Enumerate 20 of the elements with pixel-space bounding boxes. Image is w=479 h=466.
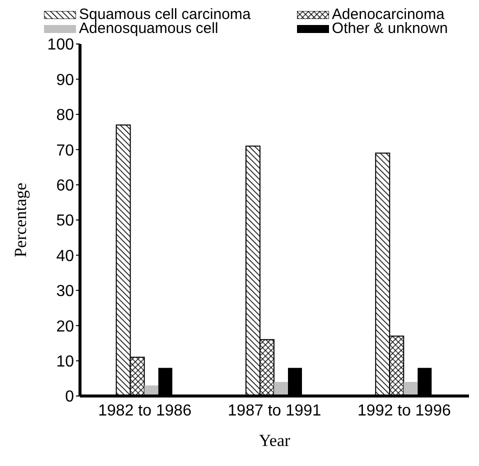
legend-label: Adenosquamous cell: [79, 20, 218, 37]
y-tick-label: 100: [47, 36, 74, 54]
y-tick-label: 50: [56, 212, 74, 230]
legend-label: Squamous cell carcinoma: [79, 6, 251, 23]
y-tick-label: 30: [56, 283, 74, 300]
x-tick-label: 1992 to 1996: [357, 402, 451, 420]
y-tick-label: 20: [56, 318, 74, 336]
y-tick-label: 60: [56, 177, 74, 194]
legend-label: Adenocarcinoma: [332, 6, 444, 23]
x-tick-label: 1982 to 1986: [98, 402, 192, 420]
y-tick-label: 80: [56, 107, 74, 124]
y-tick-label: 10: [56, 353, 74, 370]
x-axis-title: Year: [258, 431, 290, 450]
y-tick-label: 90: [56, 72, 74, 89]
y-tick-label: 70: [56, 142, 74, 160]
y-axis-title: Percentage: [11, 182, 30, 258]
y-tick-label: 40: [56, 248, 74, 265]
legend-label: Other & unknown: [332, 20, 448, 37]
y-tick-label: 0: [65, 388, 74, 406]
x-tick-label: 1987 to 1991: [228, 402, 322, 420]
